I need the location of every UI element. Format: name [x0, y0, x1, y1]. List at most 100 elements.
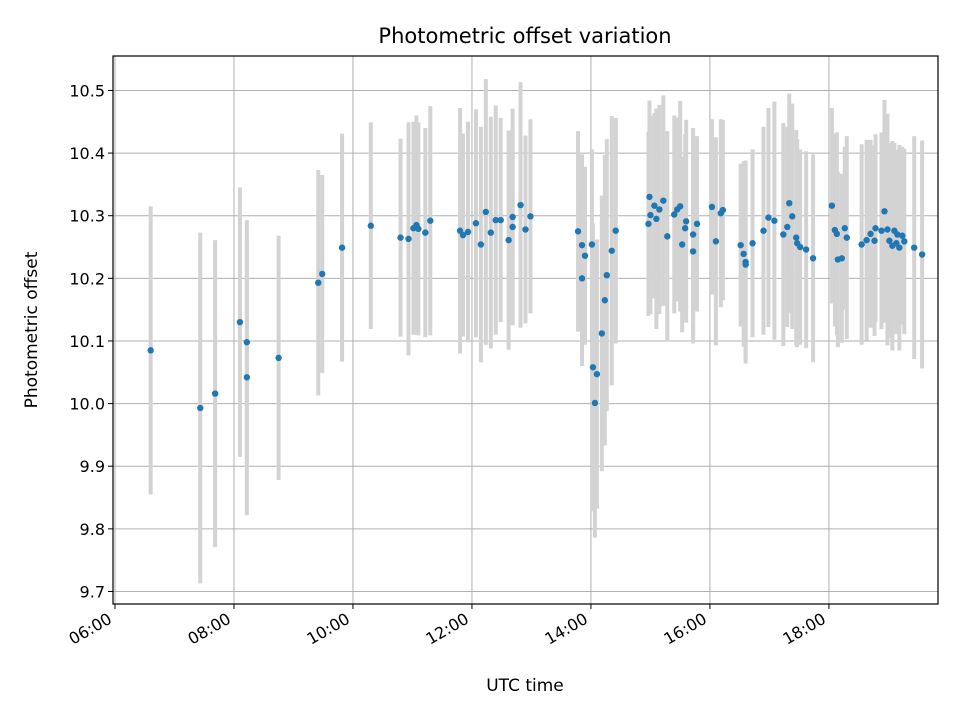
- data-point: [884, 226, 891, 233]
- data-point: [651, 202, 658, 209]
- data-point: [427, 217, 434, 224]
- data-point: [867, 230, 874, 238]
- data-point: [497, 216, 504, 224]
- data-point: [236, 318, 244, 326]
- data-point: [918, 251, 926, 258]
- y-tick-label: 10.5: [69, 81, 105, 100]
- data-point: [243, 374, 251, 381]
- data-point: [612, 227, 619, 234]
- data-point: [578, 241, 586, 249]
- data-point: [693, 220, 701, 228]
- x-axis-label: UTC time: [486, 676, 564, 696]
- y-tick-label: 10.4: [69, 144, 105, 163]
- y-tick-label: 10.3: [69, 207, 105, 226]
- data-point: [678, 241, 686, 248]
- data-point: [899, 232, 906, 239]
- data-point: [591, 399, 599, 407]
- y-tick-label: 9.8: [80, 520, 105, 539]
- data-point: [589, 364, 597, 371]
- data-point: [838, 255, 846, 262]
- data-point: [492, 216, 499, 224]
- data-point: [894, 231, 901, 238]
- data-point: [656, 206, 663, 213]
- data-point: [901, 238, 908, 245]
- data-point: [598, 330, 606, 337]
- data-point: [681, 225, 689, 232]
- data-point: [780, 231, 787, 238]
- data-point: [509, 213, 516, 221]
- data-point: [786, 199, 793, 207]
- y-tick-label: 9.7: [80, 582, 105, 601]
- data-point: [671, 211, 678, 218]
- data-point: [315, 279, 322, 286]
- data-point: [863, 236, 870, 244]
- data-point: [367, 222, 375, 229]
- data-point: [578, 275, 586, 282]
- data-point: [784, 223, 791, 231]
- data-point: [886, 237, 893, 244]
- data-point: [459, 231, 467, 239]
- data-point: [771, 217, 778, 224]
- data-point: [608, 247, 615, 254]
- data-point: [653, 215, 660, 223]
- data-point: [522, 226, 529, 233]
- data-point: [789, 213, 796, 220]
- data-point: [477, 241, 485, 248]
- data-point: [397, 234, 404, 241]
- data-point: [793, 234, 800, 241]
- data-point: [211, 390, 219, 397]
- chart-title: Photometric offset variation: [378, 24, 671, 48]
- plot-frame: [112, 55, 939, 605]
- data-point: [712, 238, 720, 245]
- data-point: [319, 270, 326, 278]
- data-point: [809, 255, 817, 262]
- data-point: [472, 220, 480, 227]
- data-point: [415, 225, 422, 233]
- data-point: [682, 218, 690, 225]
- data-point: [742, 261, 749, 268]
- data-point: [760, 227, 767, 234]
- data-point: [708, 203, 716, 211]
- data-point: [689, 231, 697, 238]
- data-point: [664, 233, 671, 240]
- data-point: [581, 252, 589, 259]
- data-point: [660, 197, 667, 204]
- data-point: [833, 230, 841, 238]
- data-point: [796, 243, 804, 251]
- data-point: [405, 235, 412, 243]
- data-point: [505, 236, 512, 244]
- data-point: [482, 208, 490, 216]
- data-point: [593, 370, 601, 378]
- data-point: [243, 339, 251, 346]
- data-point: [646, 193, 653, 201]
- data-point: [601, 297, 609, 304]
- y-tick-label: 10.1: [69, 332, 105, 351]
- data-point: [338, 244, 346, 251]
- data-point: [896, 244, 903, 251]
- data-point: [802, 246, 810, 253]
- data-point: [872, 225, 879, 232]
- y-tick-label: 10.2: [69, 269, 105, 288]
- data-point: [487, 229, 494, 236]
- data-point: [517, 201, 524, 209]
- data-point: [275, 354, 282, 362]
- data-point: [527, 213, 534, 220]
- data-point: [911, 244, 918, 251]
- data-point: [588, 241, 596, 248]
- data-point: [647, 211, 654, 219]
- data-point: [603, 272, 611, 279]
- data-points: [147, 193, 926, 412]
- data-point: [719, 206, 727, 214]
- data-point: [740, 250, 747, 258]
- y-tick-label: 10.0: [69, 395, 105, 414]
- data-point: [509, 223, 516, 231]
- data-point: [464, 228, 472, 236]
- data-point: [689, 248, 697, 255]
- data-point: [645, 220, 652, 228]
- data-point: [749, 240, 756, 247]
- y-axis-ticks: 9.7 9.8 9.9 10.0 10.1 10.2 10.3 10.4 10.5: [69, 81, 113, 601]
- data-point: [765, 214, 772, 221]
- data-point: [843, 234, 850, 241]
- y-tick-label: 9.9: [80, 457, 105, 476]
